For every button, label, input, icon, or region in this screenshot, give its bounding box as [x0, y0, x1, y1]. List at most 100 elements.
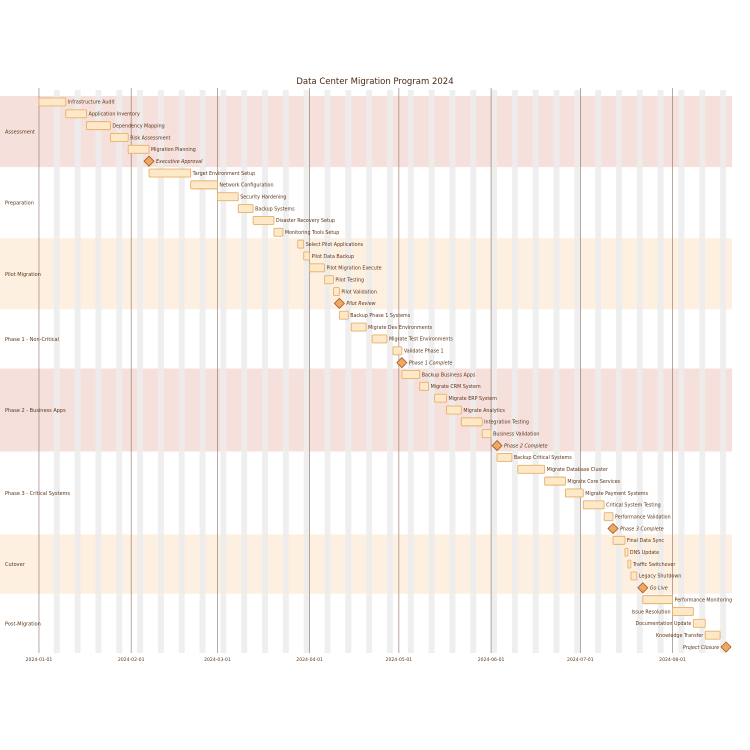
weekend-column: [428, 90, 435, 653]
section-label: Phase 2 - Business Apps: [5, 408, 66, 414]
task-label: Pilot Validation: [341, 289, 376, 295]
milestone-marker: [491, 440, 503, 452]
weekend-column: [720, 90, 727, 653]
task-label: Documentation Update: [635, 621, 691, 627]
section-label: Pilot Migration: [5, 272, 41, 278]
task-label: Backup Business Apps: [422, 372, 476, 378]
task-label: Monitoring Tools Setup: [285, 230, 339, 236]
weekend-column: [366, 90, 373, 653]
x-tick-label: 2024-07-01: [567, 657, 594, 663]
task-bar: [371, 334, 388, 344]
section-label: Phase 1 - Non-Critical: [5, 337, 59, 343]
weekend-column: [511, 90, 518, 653]
weekend-column: [616, 90, 622, 653]
task-bar: [297, 239, 305, 249]
task-bar: [252, 215, 275, 225]
section-band: [0, 96, 732, 168]
section-label: Preparation: [5, 201, 34, 207]
x-tick-label: 2024-03-01: [204, 657, 231, 663]
milestone-label: Phase 2 Complete: [504, 443, 548, 449]
task-label: Migrate Core Services: [567, 479, 620, 485]
task-label: Target Environment Setup: [192, 171, 255, 177]
task-bar: [273, 227, 284, 237]
task-bar: [216, 192, 239, 202]
weekend-column: [470, 90, 477, 653]
x-tick-label: 2024-06-01: [478, 657, 505, 663]
weekend-column: [449, 90, 456, 653]
weekend-column: [324, 90, 331, 653]
weekend-column: [116, 90, 123, 653]
task-label: Migrate Dev Environments: [368, 325, 432, 331]
task-bar: [401, 370, 421, 379]
task-label: Integration Testing: [484, 420, 529, 426]
milestone-label: Phase 1 Complete: [409, 360, 453, 366]
task-bar: [338, 310, 349, 320]
task-bar: [392, 346, 403, 356]
task-bar: [692, 618, 706, 628]
task-label: Network Configuration: [219, 183, 273, 189]
weekend-column: [386, 90, 393, 653]
milestone-marker: [607, 522, 619, 535]
weekend-column: [345, 90, 352, 653]
task-labels: Infrastructure Audit Application Inventor…: [68, 100, 732, 651]
task-label: Migrate Database Cluster: [547, 467, 608, 473]
task-bar: [86, 121, 111, 131]
task-bar: [109, 133, 129, 142]
task-label: Migration Planning: [151, 147, 196, 153]
task-label: Issue Resolution: [632, 609, 671, 615]
weekend-column: [678, 90, 685, 653]
task-label: Final Data Sync: [627, 538, 664, 544]
task-label: Performance Validation: [615, 514, 671, 520]
task-label: Pilot Testing: [335, 277, 364, 283]
task-bar: [517, 464, 546, 474]
weekend-column: [303, 90, 310, 653]
section-band: [0, 238, 732, 310]
task-label: Validate Phase 1: [404, 349, 444, 355]
task-bar: [303, 251, 311, 261]
section-label: Assessment: [5, 130, 35, 136]
task-bar: [630, 571, 638, 581]
milestone-label: Phase 3 Complete: [620, 526, 664, 532]
weekend-column: [95, 90, 102, 653]
task-label: Security Hardening: [240, 195, 286, 201]
task-label: Application Inventory: [89, 112, 140, 118]
task-bar: [350, 322, 367, 332]
task-label: Migrate Test Environments: [389, 337, 453, 343]
task-label: Legacy Shutdown: [639, 574, 681, 580]
weekend-column: [636, 90, 643, 653]
task-bar: [481, 429, 492, 439]
milestone-label: Executive Approval: [156, 159, 203, 165]
task-bar: [627, 559, 632, 569]
task-label: Migrate Payment Systems: [585, 491, 648, 497]
weekend-column: [595, 90, 602, 653]
task-bar: [237, 204, 254, 214]
milestone-marker: [333, 297, 345, 309]
weekend-column: [74, 90, 81, 653]
milestone-label: Project Closure: [683, 645, 719, 651]
weekend-column: [199, 90, 206, 653]
x-tick-label: 2024-08-01: [659, 657, 686, 663]
section-label: Post-Migration: [5, 621, 41, 627]
task-bar: [612, 535, 626, 545]
weekend-column: [178, 90, 185, 653]
weekend-column: [262, 90, 268, 653]
milestone-marker: [143, 155, 155, 167]
month-gridlines: [38, 88, 673, 653]
weekend-column: [491, 90, 498, 653]
section-labels: Assessment Preparation Pilot Migration Phas…: [5, 130, 70, 628]
chart-title: Data Center Migration Program 2024: [296, 77, 453, 87]
task-bar: [672, 607, 694, 616]
task-label: Pilot Data Backup: [312, 254, 354, 260]
section-label: Phase 3 - Critical Systems: [5, 491, 70, 497]
task-label: Select Pilot Applications: [306, 242, 364, 248]
task-label: Risk Assessment: [130, 135, 170, 141]
task-label: Business Validation: [493, 432, 539, 438]
weekend-column: [574, 90, 581, 653]
weekend-column: [220, 90, 227, 653]
section-band: [0, 368, 732, 452]
weekend-column: [657, 90, 664, 653]
task-label: Disaster Recovery Setup: [276, 218, 335, 224]
task-bar: [309, 263, 325, 273]
task-label: Infrastructure Audit: [68, 100, 115, 106]
